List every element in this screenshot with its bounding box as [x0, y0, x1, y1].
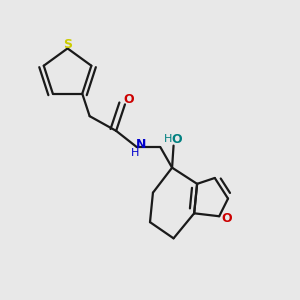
- Text: H: H: [164, 134, 172, 144]
- Text: O: O: [171, 133, 182, 146]
- Text: H: H: [131, 148, 140, 158]
- Text: S: S: [63, 38, 72, 51]
- Text: O: O: [221, 212, 232, 225]
- Text: N: N: [135, 138, 146, 151]
- Text: O: O: [123, 93, 134, 106]
